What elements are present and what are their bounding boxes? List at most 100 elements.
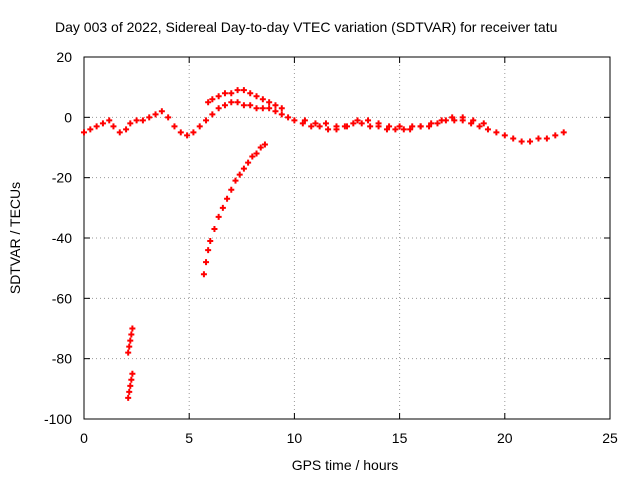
data-point bbox=[126, 343, 133, 350]
data-point bbox=[278, 111, 285, 118]
data-point bbox=[87, 126, 94, 133]
data-point bbox=[316, 123, 323, 130]
data-point bbox=[259, 105, 266, 112]
data-point bbox=[278, 105, 285, 112]
data-point bbox=[428, 120, 435, 127]
data-point bbox=[106, 117, 113, 124]
data-point bbox=[253, 105, 260, 112]
data-point bbox=[221, 90, 228, 97]
data-point bbox=[400, 126, 407, 133]
data-point bbox=[261, 141, 268, 148]
series-outlier-lower bbox=[125, 370, 136, 401]
y-tick-label: 20 bbox=[56, 49, 72, 65]
x-axis-label: GPS time / hours bbox=[292, 457, 399, 473]
y-tick-label: -80 bbox=[52, 351, 72, 367]
data-point bbox=[127, 382, 134, 389]
data-point bbox=[392, 126, 399, 133]
data-point bbox=[128, 376, 135, 383]
data-point bbox=[203, 259, 210, 266]
data-point bbox=[383, 126, 390, 133]
series-upper-arc bbox=[205, 87, 285, 112]
data-point bbox=[129, 370, 136, 377]
data-point bbox=[240, 87, 247, 94]
data-point bbox=[133, 117, 140, 124]
data-point bbox=[129, 325, 136, 332]
y-tick-label: 0 bbox=[64, 109, 72, 125]
data-point bbox=[234, 87, 241, 94]
data-point bbox=[146, 114, 153, 121]
data-point bbox=[209, 111, 216, 118]
data-point bbox=[205, 99, 212, 106]
data-point bbox=[219, 204, 226, 211]
data-point bbox=[211, 225, 218, 232]
data-point bbox=[510, 135, 517, 142]
data-point bbox=[215, 213, 222, 220]
data-point bbox=[207, 238, 214, 245]
data-point bbox=[224, 195, 231, 202]
data-point bbox=[247, 90, 254, 97]
data-point bbox=[190, 129, 197, 136]
data-point bbox=[552, 132, 559, 139]
y-tick-label: -60 bbox=[52, 290, 72, 306]
data-point bbox=[358, 120, 365, 127]
data-point bbox=[200, 271, 207, 278]
x-tick-label: 20 bbox=[497, 430, 513, 446]
data-point bbox=[312, 120, 319, 127]
data-point bbox=[291, 117, 298, 124]
data-point bbox=[560, 129, 567, 136]
data-point bbox=[215, 105, 222, 112]
data-point bbox=[116, 129, 123, 136]
x-tick-label: 0 bbox=[80, 430, 88, 446]
data-point bbox=[165, 114, 172, 121]
data-point bbox=[299, 120, 306, 127]
x-tick-label: 25 bbox=[602, 430, 618, 446]
data-point bbox=[123, 126, 130, 133]
data-point bbox=[81, 129, 87, 136]
data-point bbox=[253, 93, 260, 100]
data-point bbox=[451, 117, 458, 124]
data-point bbox=[375, 120, 382, 127]
data-point bbox=[480, 120, 487, 127]
data-point bbox=[493, 129, 500, 136]
y-axis-label: SDTVAR / TECUs bbox=[7, 182, 23, 294]
data-point bbox=[249, 153, 256, 160]
data-point bbox=[308, 123, 315, 130]
data-point bbox=[266, 99, 273, 106]
data-point bbox=[426, 123, 433, 130]
grid bbox=[84, 57, 610, 419]
data-point bbox=[527, 138, 534, 145]
data-point bbox=[459, 114, 466, 121]
data-point bbox=[240, 102, 247, 109]
data-point bbox=[209, 96, 216, 103]
data-point bbox=[322, 120, 329, 127]
data-point bbox=[470, 117, 477, 124]
x-tick-label: 15 bbox=[392, 430, 408, 446]
data-point bbox=[449, 114, 456, 121]
y-tick-label: -20 bbox=[52, 170, 72, 186]
data-point bbox=[171, 123, 178, 130]
data-point bbox=[386, 123, 393, 130]
data-point bbox=[301, 117, 308, 124]
data-point bbox=[221, 102, 228, 109]
data-point bbox=[535, 135, 542, 142]
data-point bbox=[285, 114, 292, 121]
y-tick-label: -100 bbox=[44, 411, 72, 427]
data-point bbox=[367, 123, 374, 130]
data-point bbox=[396, 123, 403, 130]
data-point bbox=[272, 108, 279, 115]
data-point bbox=[259, 96, 266, 103]
data-point bbox=[228, 90, 235, 97]
data-point bbox=[417, 123, 424, 130]
data-point bbox=[127, 337, 134, 344]
data-point bbox=[126, 388, 133, 395]
chart-title: Day 003 of 2022, Sidereal Day-to-day VTE… bbox=[55, 19, 557, 35]
data-point bbox=[501, 132, 508, 139]
data-point bbox=[333, 123, 340, 130]
data-point bbox=[196, 123, 203, 130]
data-point bbox=[125, 349, 132, 356]
data-point bbox=[158, 108, 165, 115]
ticks: 0 5 10 15 20 25 -100 -80 -60 -40 -20 0 20 bbox=[44, 49, 618, 446]
data-point bbox=[177, 129, 184, 136]
series-rising-arc bbox=[200, 141, 268, 278]
data-point bbox=[272, 102, 279, 109]
